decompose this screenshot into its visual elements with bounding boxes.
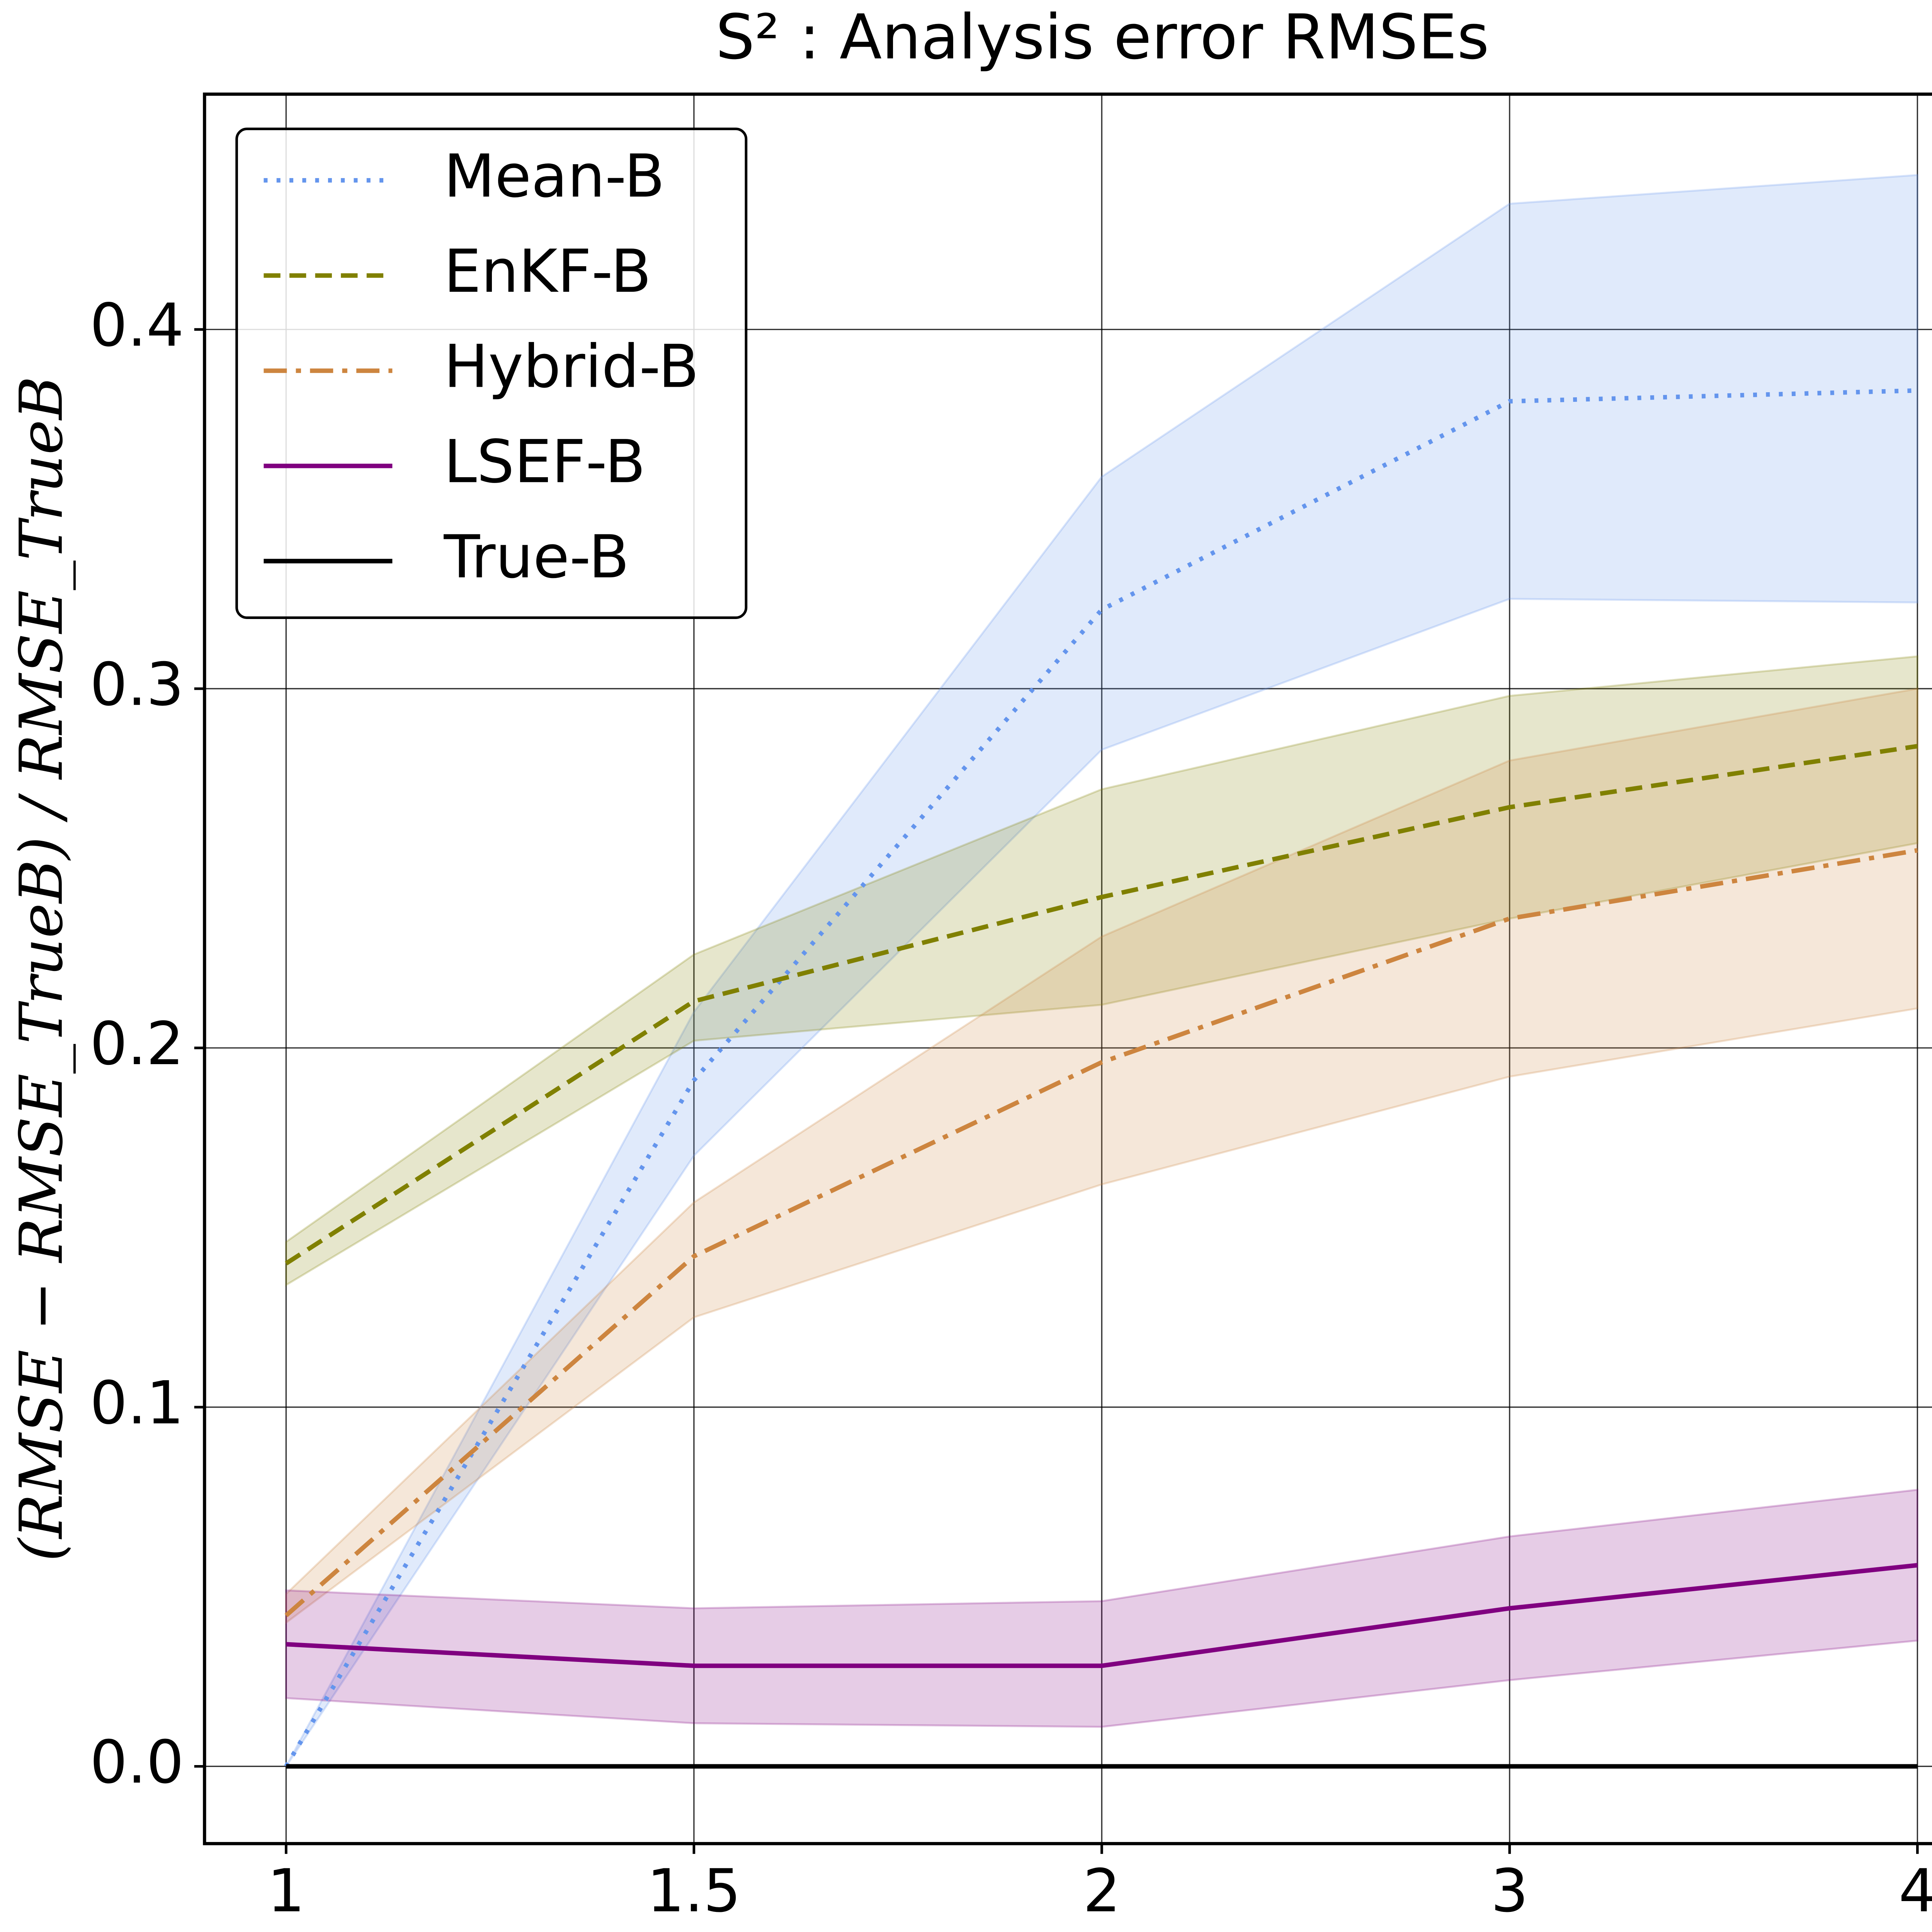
error-band: [285, 687, 1918, 1625]
legend-label: Mean-B: [444, 142, 665, 211]
axes-frame: [203, 92, 1932, 1845]
x-tick-label: 1: [267, 1857, 305, 1925]
y-tick-label: 0.0: [90, 1728, 184, 1797]
y-axis-label: (RMSE − RMSE_TrueB) / RMSE_TrueB: [7, 376, 76, 1562]
error-band: [285, 174, 1918, 1767]
y-tick-label: 0.4: [90, 291, 184, 360]
x-axis-label: Non-stationarity strength ϰ: [700, 1930, 1504, 1932]
x-tick-label: 1.5: [647, 1857, 741, 1925]
x-tick-label: 4: [1899, 1857, 1932, 1925]
series-line: [284, 848, 1918, 1617]
series-line: [285, 744, 1918, 1265]
y-tick-label: 0.3: [90, 650, 184, 719]
series-line: [286, 1563, 1918, 1668]
legend-label: Hybrid-B: [444, 332, 699, 401]
legend-label: EnKF-B: [444, 237, 651, 306]
legend-box: [235, 128, 748, 619]
x-tick-label: 2: [1083, 1857, 1121, 1925]
legend-label: LSEF-B: [444, 428, 646, 497]
y-tick-label: 0.1: [90, 1369, 184, 1438]
legend-label: True-B: [444, 523, 629, 592]
error-band: [285, 655, 1918, 1287]
y-tick-label: 0.2: [90, 1010, 184, 1078]
chart-title: S² : Analysis error RMSEs: [716, 1, 1489, 73]
x-tick-label: 3: [1491, 1857, 1528, 1925]
